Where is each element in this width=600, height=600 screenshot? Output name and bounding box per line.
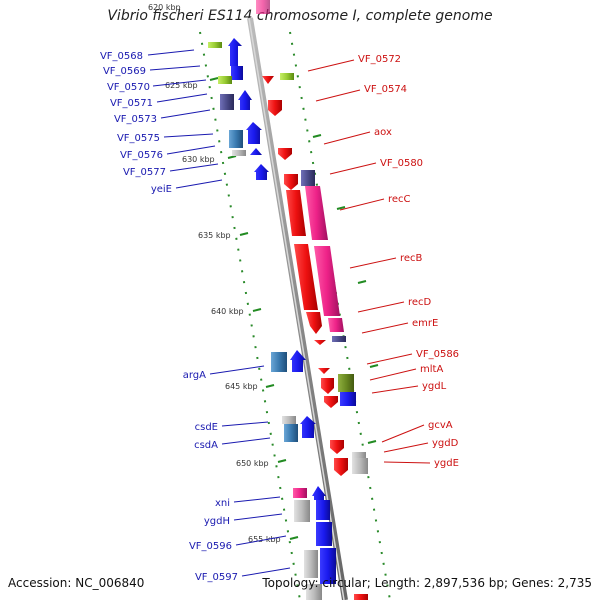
gene-VF_0596-a-shape[interactable] bbox=[312, 486, 326, 500]
kbp-label-625: 625 kbp bbox=[165, 81, 198, 90]
gene-xni-shape[interactable] bbox=[293, 488, 307, 498]
gene-VF_0572-shape[interactable] bbox=[262, 76, 274, 84]
kbp-ticks bbox=[209, 77, 379, 540]
gene-recD-shape[interactable] bbox=[306, 312, 322, 334]
gene-VF_0580-shape[interactable] bbox=[284, 174, 298, 190]
label-recC[interactable]: recC bbox=[388, 194, 411, 205]
gene-ygdE-b-shape[interactable] bbox=[352, 458, 368, 474]
top-clipped-gene bbox=[256, 0, 270, 14]
gene-ygdL-c-shape[interactable] bbox=[340, 392, 356, 406]
label-VF_0570[interactable]: VF_0570 bbox=[107, 82, 150, 93]
kbp-label-635: 635 kbp bbox=[198, 231, 231, 240]
label-VF_0576[interactable]: VF_0576 bbox=[120, 150, 163, 161]
gene-argA-shape[interactable] bbox=[271, 352, 287, 372]
gene-ygdH-shape[interactable] bbox=[294, 500, 310, 522]
gene-bottom-red-shape[interactable] bbox=[354, 594, 368, 600]
label-VF_0575[interactable]: VF_0575 bbox=[117, 133, 160, 144]
label-argA[interactable]: argA bbox=[183, 370, 206, 381]
label-recD[interactable]: recD bbox=[408, 297, 432, 308]
gene-argA-b-shape[interactable] bbox=[290, 350, 306, 372]
gene-recB-mag-shape[interactable] bbox=[314, 246, 340, 316]
gene-recC-shape[interactable] bbox=[286, 190, 306, 236]
label-csdA[interactable]: csdA bbox=[194, 440, 218, 451]
gene-VF_0574-shape[interactable] bbox=[268, 100, 282, 116]
gene-VF_0596-b-shape[interactable] bbox=[316, 522, 332, 546]
gene-VF_0573-shape[interactable] bbox=[238, 90, 252, 110]
gene-VF_0576-shape[interactable] bbox=[246, 122, 262, 144]
label-VF_0586[interactable]: VF_0586 bbox=[416, 349, 459, 360]
gene-VF_0586-shape[interactable] bbox=[318, 368, 330, 374]
gene-emrE-shape[interactable] bbox=[314, 340, 326, 345]
label-recB[interactable]: recB bbox=[400, 253, 423, 264]
label-VF_0596[interactable]: VF_0596 bbox=[189, 541, 232, 552]
label-emrE[interactable]: emrE bbox=[412, 318, 438, 329]
label-aox[interactable]: aox bbox=[374, 127, 392, 138]
gene-ygdD-shape[interactable] bbox=[352, 452, 366, 458]
gene-ygdE-shape[interactable] bbox=[334, 458, 348, 476]
label-VF_0574[interactable]: VF_0574 bbox=[364, 84, 407, 95]
gene-VF_0597-b-shape[interactable] bbox=[320, 548, 336, 584]
label-VF_0597[interactable]: VF_0597 bbox=[195, 572, 238, 583]
label-VF_0577[interactable]: VF_0577 bbox=[123, 167, 166, 178]
gene-bottom-gray-shape[interactable] bbox=[306, 584, 322, 600]
gene-VF_0571-shape[interactable] bbox=[220, 94, 234, 110]
gene-emrE-b-shape[interactable] bbox=[332, 336, 346, 342]
label-ygdD[interactable]: ygdD bbox=[432, 438, 459, 449]
label-ygdL[interactable]: ygdL bbox=[422, 381, 447, 392]
label-VF_0580[interactable]: VF_0580 bbox=[380, 158, 423, 169]
right-leader-lines bbox=[307, 59, 431, 464]
left-gene-labels: VF_0568 VF_0569 VF_0570 VF_0571 VF_0573 … bbox=[100, 51, 238, 583]
label-ygdE[interactable]: ygdE bbox=[434, 458, 459, 469]
gene-VF_0575-shape[interactable] bbox=[229, 130, 243, 148]
gene-recD-mag-shape[interactable] bbox=[328, 318, 344, 332]
label-yeiE[interactable]: yeiE bbox=[151, 184, 172, 195]
gene-VF_0577b-shape[interactable] bbox=[250, 148, 262, 155]
gene-VF_0570-shape[interactable] bbox=[231, 66, 243, 80]
gene-csdE-shape[interactable] bbox=[282, 416, 296, 424]
kbp-label-640: 640 kbp bbox=[211, 307, 244, 316]
accession-text: Accession: NC_006840 bbox=[8, 576, 145, 590]
label-VF_0572[interactable]: VF_0572 bbox=[358, 54, 401, 65]
gene-VF_0572b-shape[interactable] bbox=[280, 73, 294, 80]
kbp-label-630: 630 kbp bbox=[182, 155, 215, 164]
gene-aox-shape[interactable] bbox=[278, 148, 292, 160]
label-VF_0568[interactable]: VF_0568 bbox=[100, 51, 143, 62]
label-csdE[interactable]: csdE bbox=[195, 422, 218, 433]
genome-summary-text: Topology: circular; Length: 2,897,536 bp… bbox=[262, 576, 592, 590]
kbp-label-645: 645 kbp bbox=[225, 382, 258, 391]
label-VF_0569[interactable]: VF_0569 bbox=[103, 66, 146, 77]
label-gcvA[interactable]: gcvA bbox=[428, 420, 453, 431]
gene-csdA-b-shape[interactable] bbox=[300, 416, 316, 438]
gene-VF_0568-shape[interactable] bbox=[208, 42, 222, 48]
gene-VF_0570b-shape[interactable] bbox=[218, 76, 232, 84]
gene-gcvA-shape[interactable] bbox=[330, 440, 344, 454]
left-guide-track bbox=[199, 31, 301, 600]
gene-csdA-shape[interactable] bbox=[284, 424, 298, 442]
gene-VF_0597-shape[interactable] bbox=[304, 550, 318, 578]
gene-VF_0580b-shape[interactable] bbox=[301, 170, 315, 186]
label-xni[interactable]: xni bbox=[215, 498, 230, 509]
gene-ygdL-b-shape[interactable] bbox=[324, 396, 338, 408]
left-leader-lines bbox=[147, 49, 291, 577]
gene-recC-mag-shape[interactable] bbox=[305, 186, 328, 240]
gene-yeiE-shape[interactable] bbox=[254, 164, 269, 180]
reverse-genes bbox=[262, 73, 368, 600]
forward-genes bbox=[208, 38, 336, 600]
gene-recB-shape[interactable] bbox=[294, 244, 318, 310]
gene-VF_0577-shape[interactable] bbox=[232, 150, 246, 156]
right-gene-labels: VF_0572 VF_0574 aox VF_0580 recC recB re… bbox=[358, 54, 459, 469]
kbp-label-650: 650 kbp bbox=[236, 459, 269, 468]
gene-mltA-shape[interactable] bbox=[321, 378, 334, 394]
label-VF_0571[interactable]: VF_0571 bbox=[110, 98, 153, 109]
label-mltA[interactable]: mltA bbox=[420, 364, 443, 375]
gene-VF_0569-shape[interactable] bbox=[228, 38, 242, 66]
page-title: Vibrio fischeri ES114 chromosome I, comp… bbox=[107, 8, 493, 24]
kbp-label-620: 620 kbp bbox=[148, 3, 181, 12]
gene-VF_0596-shape[interactable] bbox=[316, 500, 330, 520]
gene-ygdL-shape[interactable] bbox=[338, 374, 354, 392]
label-ygdH[interactable]: ygdH bbox=[204, 516, 230, 527]
label-VF_0573[interactable]: VF_0573 bbox=[114, 114, 157, 125]
